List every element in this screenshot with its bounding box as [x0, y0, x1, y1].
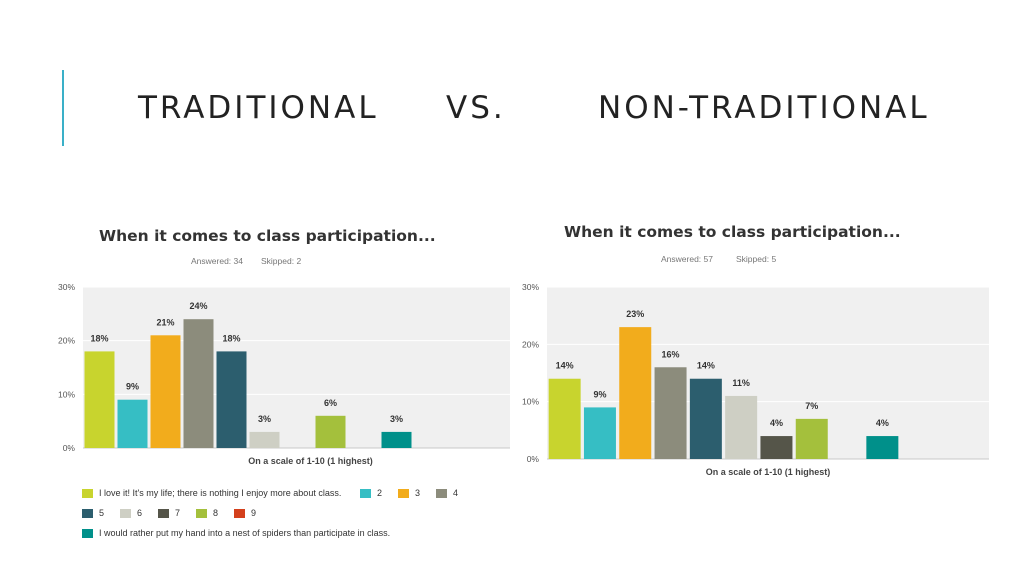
data-label-right-3: 23%	[626, 309, 644, 319]
legend-swatch	[82, 488, 93, 498]
y-tick-label-left: 10%	[58, 389, 75, 399]
bar-left-8	[315, 415, 346, 448]
data-label-left-4: 24%	[189, 301, 207, 311]
data-label-right-4: 16%	[662, 349, 680, 359]
data-label-right-10: 4%	[876, 418, 889, 428]
data-label-right-1: 14%	[556, 361, 574, 371]
bar-right-8	[795, 418, 828, 459]
data-label-right-6: 11%	[732, 378, 750, 388]
legend-label: I would rather put my hand into a nest o…	[99, 528, 391, 538]
legend-label: 6	[137, 508, 143, 518]
data-label-left-6: 3%	[258, 414, 271, 424]
legend-swatch	[196, 508, 207, 518]
legend-swatch	[436, 488, 447, 498]
legend-item-1: I love it! It's my life; there is nothin…	[82, 488, 341, 498]
legend-swatch	[82, 528, 93, 538]
y-tick-label-left: 20%	[58, 336, 75, 346]
legend-item-2: 2	[360, 488, 382, 498]
bar-right-7	[760, 436, 793, 459]
legend-item-10: I would rather put my hand into a nest o…	[82, 528, 390, 538]
bar-left-4	[183, 319, 214, 448]
bar-right-6	[725, 395, 758, 459]
legend-item-9: 9	[234, 508, 256, 518]
y-tick-label-right: 30%	[522, 282, 539, 292]
skipped-right: Skipped: 5	[736, 254, 777, 264]
x-axis-label-left: On a scale of 1-10 (1 highest)	[248, 456, 373, 466]
legend-label: 5	[99, 508, 105, 518]
y-tick-label-left: 30%	[58, 282, 75, 292]
bar-left-3	[150, 335, 181, 448]
y-tick-label-left: 0%	[63, 443, 76, 453]
legend-item-6: 6	[120, 508, 142, 518]
legend-item-7: 7	[158, 508, 180, 518]
legend-label: 8	[213, 508, 219, 518]
bar-left-6	[249, 431, 280, 448]
heading-traditional: TRADITIONAL	[138, 90, 379, 126]
data-label-left-3: 21%	[156, 317, 174, 327]
legend-item-5: 5	[82, 508, 104, 518]
legend-swatch	[120, 508, 131, 518]
bar-right-10	[866, 436, 899, 459]
legend-item-4: 4	[436, 488, 458, 498]
data-label-left-5: 18%	[222, 333, 240, 343]
skipped-left: Skipped: 2	[261, 256, 302, 266]
legend-label: 3	[415, 488, 421, 498]
heading-non-traditional: NON-TRADITIONAL	[598, 90, 930, 126]
bar-chart-right: 0% 10% 20% 30% 14% 9% 23% 16% 14% 11% 4% 7% 4% On a s…	[522, 282, 989, 477]
answered-right: Answered: 57	[661, 254, 713, 264]
bar-right-2	[583, 407, 616, 459]
accent-bar	[62, 70, 64, 146]
legend-item-8: 8	[196, 508, 218, 518]
legend-label: 4	[453, 488, 459, 498]
y-tick-label-right: 20%	[522, 339, 539, 349]
chart-title-right: When it comes to class participation...	[564, 223, 901, 241]
x-axis-label-right: On a scale of 1-10 (1 highest)	[706, 467, 831, 477]
legend-item-3: 3	[398, 488, 420, 498]
heading-vs: VS.	[446, 90, 506, 126]
legend-swatch	[398, 488, 409, 498]
chart-title-left: When it comes to class participation...	[99, 227, 436, 245]
bar-right-1	[548, 378, 581, 459]
data-label-right-5: 14%	[697, 361, 715, 371]
bar-right-5	[689, 378, 722, 459]
legend-swatch	[158, 508, 169, 518]
legend-swatch	[360, 488, 371, 498]
y-tick-label-right: 0%	[527, 454, 540, 464]
legend-swatch	[234, 508, 245, 518]
y-tick-label-right: 10%	[522, 397, 539, 407]
data-label-left-1: 18%	[90, 333, 108, 343]
data-label-left-2: 9%	[126, 382, 139, 392]
legend-label: 2	[377, 488, 383, 498]
bar-left-1	[84, 351, 115, 448]
answered-left: Answered: 34	[191, 256, 243, 266]
legend-label: 9	[251, 508, 257, 518]
bar-right-3	[619, 327, 652, 459]
data-label-right-2: 9%	[593, 389, 606, 399]
bar-left-2	[117, 399, 148, 448]
chart-legend: I love it! It's my life; there is nothin…	[82, 488, 502, 548]
legend-label: I love it! It's my life; there is nothin…	[99, 488, 342, 498]
bar-left-5	[216, 351, 247, 448]
bar-left-10	[381, 431, 412, 448]
data-label-left-10: 3%	[390, 414, 403, 424]
bar-right-4	[654, 367, 687, 459]
bar-chart-left: 0% 10% 20% 30% 18% 9% 21% 24% 18% 3% 6% 3% On a scal…	[58, 282, 510, 466]
legend-label: 7	[175, 508, 181, 518]
data-label-right-7: 4%	[770, 418, 783, 428]
data-label-right-8: 7%	[805, 401, 818, 411]
data-label-left-8: 6%	[324, 398, 337, 408]
legend-swatch	[82, 508, 93, 518]
